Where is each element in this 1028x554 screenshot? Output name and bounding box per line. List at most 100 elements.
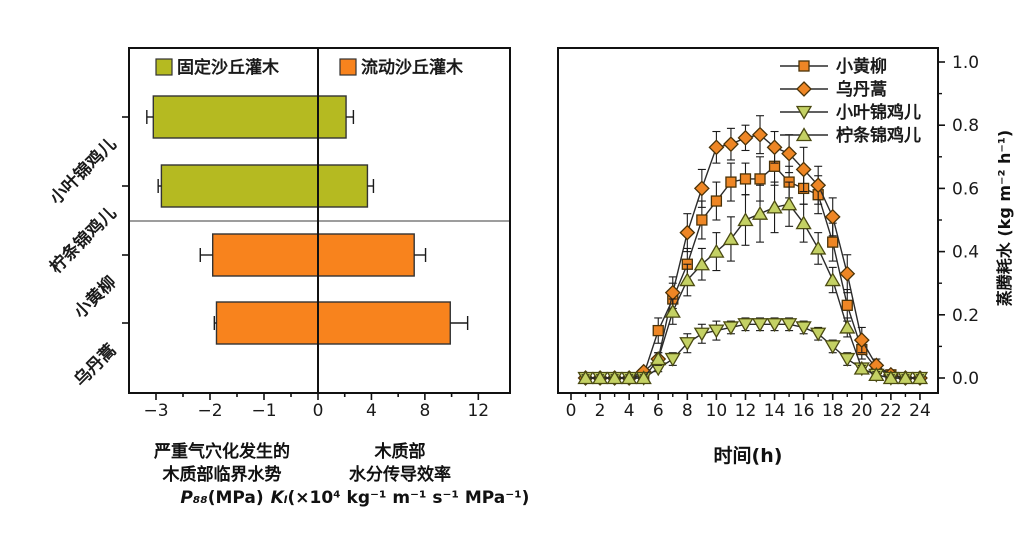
series-markers-wudanhao xyxy=(577,126,928,386)
bar-row-ningtiaojinjier xyxy=(157,164,375,208)
data-point-xiaoyejinjier xyxy=(679,337,696,352)
x-tick-label: 12 xyxy=(467,401,489,421)
legend-swatch-fixed-dune-shrub xyxy=(155,58,173,76)
data-point-xiaohuangliu xyxy=(754,173,766,185)
x-tick-label: 4 xyxy=(624,401,635,421)
data-point-ningtiaojinjier xyxy=(722,231,740,246)
data-point-xiaoyejinjier xyxy=(780,318,798,333)
series-errorbars-ningtiaojinjier xyxy=(581,181,924,382)
data-point-xiaoyejinjier xyxy=(737,318,754,333)
species-label-ningtiaojinjier: 柠条锦鸡儿 xyxy=(46,203,121,278)
series-line-ningtiaojinjier xyxy=(585,203,920,379)
data-point-wudanhao xyxy=(708,139,725,156)
data-point-ningtiaojinjier xyxy=(780,196,798,211)
data-point-ningtiaojinjier xyxy=(839,319,856,334)
data-point-xiaoyejinjier xyxy=(810,327,827,342)
left-x-ticks: −3 −2 −1 0 4 8 12 xyxy=(143,393,489,421)
left-panel-frame xyxy=(128,47,511,394)
legend-marker-wudanhao xyxy=(796,81,812,97)
data-point-wudanhao xyxy=(723,136,739,153)
series-wudanhao xyxy=(577,115,928,386)
data-point-ningtiaojinjier xyxy=(606,370,623,385)
series-errorbars-xiaohuangliu xyxy=(581,146,924,382)
data-point-wudanhao xyxy=(810,177,827,194)
data-point-ningtiaojinjier xyxy=(737,212,754,227)
x-tick-label: 0 xyxy=(566,401,577,421)
x-tick-label: −1 xyxy=(251,401,276,421)
time-axis-label: 时间(h) xyxy=(713,445,783,467)
data-point-ningtiaojinjier xyxy=(868,367,885,381)
x-tick-label: 16 xyxy=(793,401,815,421)
bar-row-xiaohuangliu xyxy=(199,233,427,277)
bar-ningtiaojinjier xyxy=(160,164,369,208)
data-point-ningtiaojinjier xyxy=(810,240,827,255)
legend-marker-ningtiaojinjier xyxy=(795,127,813,142)
series-markers-ningtiaojinjier xyxy=(577,196,929,385)
data-point-wudanhao xyxy=(839,265,856,282)
data-point-ningtiaojinjier xyxy=(766,199,783,214)
x-tick-label: 6 xyxy=(653,401,664,421)
data-point-xiaohuangliu xyxy=(841,299,853,311)
data-point-xiaoyejinjier xyxy=(839,352,856,367)
bar-wudanhao xyxy=(215,301,451,345)
legend-item-xiaoyejinjier: 小叶锦鸡儿 xyxy=(780,102,921,123)
data-point-ningtiaojinjier xyxy=(795,215,812,230)
y-tick-label: 0.4 xyxy=(952,243,979,263)
legend-label-wudanhao: 乌丹蒿 xyxy=(836,79,887,100)
x-tick-label: −3 xyxy=(143,401,168,421)
data-point-xiaoyejinjier xyxy=(795,321,812,336)
data-point-xiaoyejinjier xyxy=(766,318,783,333)
data-point-xiaohuangliu xyxy=(725,176,737,188)
data-point-wudanhao xyxy=(824,208,841,225)
data-point-wudanhao xyxy=(752,126,768,143)
species-label-xiaoyejinjier: 小叶锦鸡儿 xyxy=(46,134,121,209)
data-point-ningtiaojinjier xyxy=(853,360,870,375)
bar-row-xiaoyejinjier xyxy=(146,95,355,139)
series-line-wudanhao xyxy=(585,133,920,379)
x-tick-label: 18 xyxy=(822,401,844,421)
x-tick-label: 2 xyxy=(595,401,606,421)
x-tick-label: 8 xyxy=(682,401,693,421)
data-point-wudanhao xyxy=(795,161,812,178)
series-xiaohuangliu xyxy=(579,146,926,384)
p88-caption-line1: 严重气穴化发生的 xyxy=(154,442,290,462)
x-tick-label: −2 xyxy=(197,401,222,421)
data-point-ningtiaojinjier xyxy=(650,351,667,366)
kl-units: (×10⁴ kg⁻¹ m⁻¹ s⁻¹ MPa⁻¹) xyxy=(287,488,530,508)
bar-row-wudanhao xyxy=(213,301,469,345)
data-point-ningtiaojinjier xyxy=(897,370,914,385)
data-point-xiaoyejinjier xyxy=(693,327,710,342)
x-tick-label: 14 xyxy=(764,401,786,421)
data-point-wudanhao xyxy=(737,129,754,146)
data-point-wudanhao xyxy=(781,145,798,162)
legend-item-wudanhao: 乌丹蒿 xyxy=(780,79,887,100)
line-chart-panel: 0 2 4 6 8 10 12 14 16 18 20 22 240.00.20.40.60.81.0小… xyxy=(557,47,979,421)
data-point-xiaoyejinjier xyxy=(751,318,769,333)
transpiration-axis-ticks: 0.0 0.2 0.4 0.6 0.8 1.0 xyxy=(938,53,979,389)
x-tick-label: 10 xyxy=(706,401,728,421)
legend-label-fixed-dune-shrub: 固定沙丘灌木 xyxy=(177,57,280,78)
p88-units: (MPa) xyxy=(207,488,264,508)
data-point-wudanhao xyxy=(766,139,783,156)
data-point-wudanhao xyxy=(679,224,696,241)
legend-item-ningtiaojinjier: 柠条锦鸡儿 xyxy=(780,125,921,146)
kl-caption-line2: 水分传导效率 xyxy=(349,465,451,485)
data-point-wudanhao xyxy=(693,180,710,197)
data-point-xiaohuangliu xyxy=(652,324,664,337)
data-point-ningtiaojinjier xyxy=(911,370,929,385)
data-point-xiaoyejinjier xyxy=(708,324,725,339)
data-point-ningtiaojinjier xyxy=(621,370,638,385)
legend-item-xiaohuangliu: 小黄柳 xyxy=(780,56,887,77)
y-tick-label: 0.2 xyxy=(952,306,979,326)
data-point-ningtiaojinjier xyxy=(664,303,681,318)
x-tick-label-zero: 0 xyxy=(313,401,324,421)
legend-marker-xiaohuangliu xyxy=(798,60,810,72)
data-point-xiaohuangliu xyxy=(710,195,723,207)
x-tick-label: 8 xyxy=(419,401,430,421)
bar-xiaohuangliu xyxy=(211,233,415,277)
x-tick-label: 4 xyxy=(366,401,377,421)
kl-formula: Kₗ(×10⁴ kg⁻¹ m⁻¹ s⁻¹ MPa⁻¹) xyxy=(262,487,538,510)
series-ningtiaojinjier xyxy=(577,181,929,385)
